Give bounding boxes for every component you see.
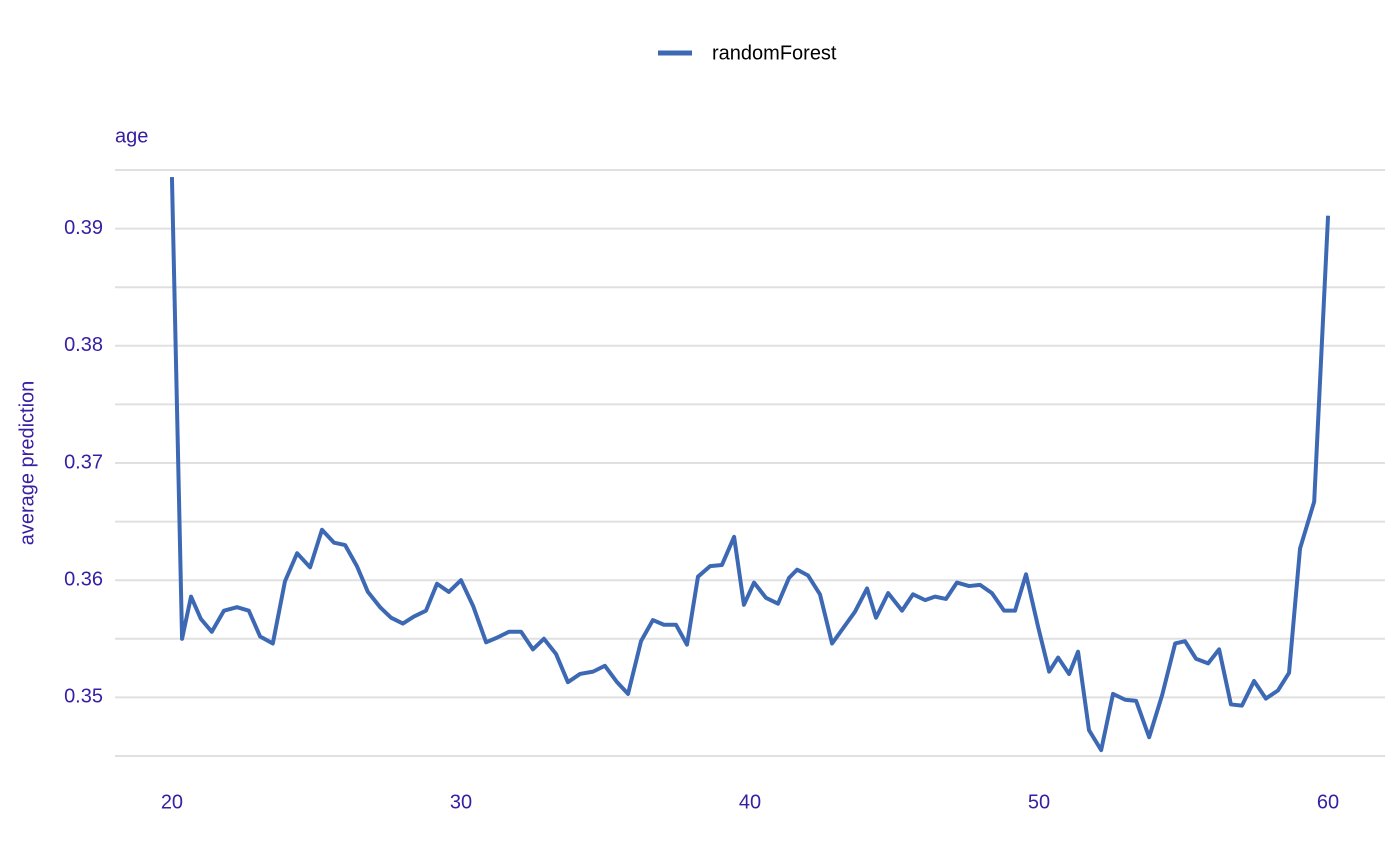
data-line	[169, 176, 1331, 753]
chart-title: age	[115, 125, 148, 147]
x-tick-label: 50	[1028, 791, 1050, 813]
y-tick-label: 0.38	[64, 334, 103, 356]
legend-label: randomForest	[712, 42, 837, 64]
x-tick-label: 20	[161, 791, 183, 813]
y-tick-label: 0.39	[64, 217, 103, 239]
x-tick-label: 40	[739, 791, 761, 813]
y-tick-label: 0.37	[64, 451, 103, 473]
y-tick-label: 0.36	[64, 568, 103, 590]
x-tick-label: 30	[450, 791, 472, 813]
y-tick-label: 0.35	[64, 686, 103, 708]
y-axis-label: average prediction	[16, 381, 38, 546]
x-tick-label: 60	[1317, 791, 1339, 813]
